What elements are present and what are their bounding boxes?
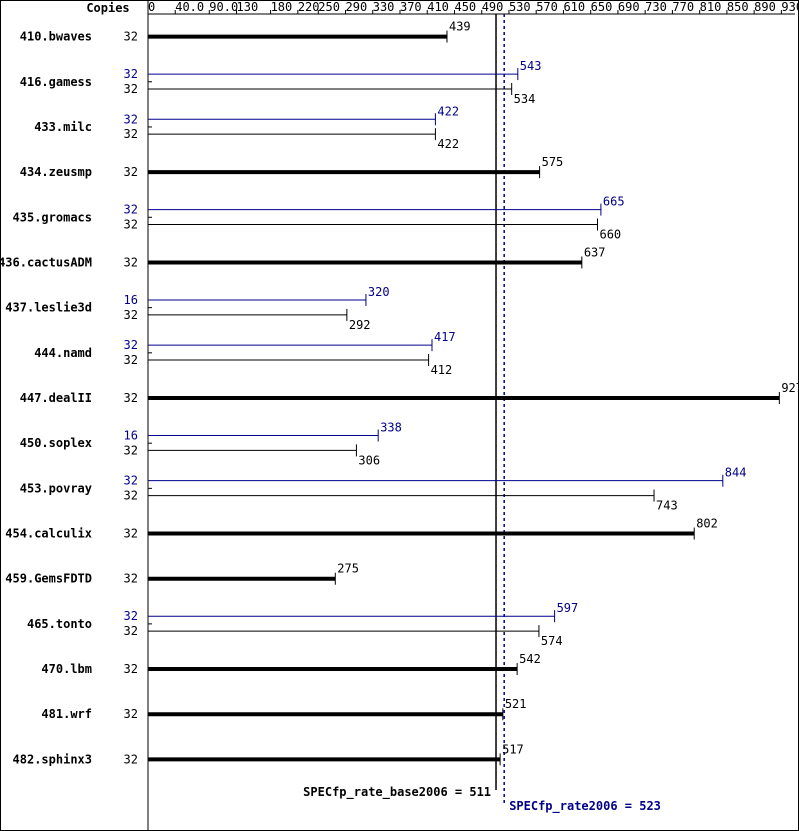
x-tick-label: 570: [536, 0, 558, 14]
base-value: 660: [599, 228, 621, 242]
base-copies: 32: [124, 82, 138, 96]
base-value: 292: [349, 318, 371, 332]
benchmark-name: 435.gromacs: [13, 210, 92, 224]
base-value: 275: [337, 562, 359, 576]
benchmark-name: 416.gamess: [20, 75, 92, 89]
x-tick-label: 650: [591, 0, 613, 14]
base-value: 927: [781, 381, 799, 395]
ref-label-base: SPECfp_rate_base2006 = 511: [303, 785, 491, 800]
peak-copies: 32: [124, 609, 138, 623]
base-copies: 32: [124, 353, 138, 367]
peak-value: 338: [380, 420, 402, 434]
base-value: 575: [542, 155, 564, 169]
x-tick-label: 250: [318, 0, 340, 14]
base-value: 743: [656, 499, 678, 513]
x-tick-label: 130: [237, 0, 259, 14]
base-copies: 32: [124, 624, 138, 638]
base-value: 802: [696, 517, 718, 531]
x-tick-label: 0: [148, 0, 155, 14]
peak-value: 543: [520, 59, 542, 73]
base-copies: 32: [124, 572, 138, 586]
benchmark-name: 454.calculix: [5, 527, 92, 541]
peak-copies: 16: [124, 293, 138, 307]
x-tick-label: 530: [509, 0, 531, 14]
peak-value: 844: [725, 466, 747, 480]
x-tick-label: 730: [645, 0, 667, 14]
base-value: 422: [437, 137, 459, 151]
benchmark-name: 436.cactusADM: [0, 255, 92, 269]
base-copies: 32: [124, 391, 138, 405]
base-copies: 32: [124, 308, 138, 322]
copies-header: Copies: [86, 1, 129, 15]
x-tick-label: 690: [618, 0, 640, 14]
benchmark-name: 444.namd: [34, 346, 92, 360]
x-tick-label: 850: [727, 0, 749, 14]
x-tick-label: 180: [271, 0, 293, 14]
base-value: 637: [584, 245, 606, 259]
peak-value: 597: [557, 601, 579, 615]
x-tick-label: 770: [672, 0, 694, 14]
peak-value: 422: [437, 104, 459, 118]
benchmark-name: 450.soplex: [20, 436, 92, 450]
base-copies: 32: [124, 165, 138, 179]
peak-value: 665: [603, 195, 625, 209]
base-value: 534: [514, 92, 536, 106]
x-tick-label: 930: [781, 0, 799, 14]
spec-rate-chart: 0 40.0 90.0130 180 220250 290 330 370 410 450 490 5…: [0, 0, 799, 831]
peak-value: 320: [368, 285, 390, 299]
chart-border: [1, 1, 799, 831]
base-copies: 32: [124, 489, 138, 503]
peak-copies: 16: [124, 428, 138, 442]
benchmark-name: 459.GemsFDTD: [5, 572, 92, 586]
x-tick-label: 490: [482, 0, 504, 14]
benchmark-name: 481.wrf: [41, 707, 92, 721]
benchmark-name: 470.lbm: [41, 662, 92, 676]
x-tick-label: 370: [400, 0, 422, 14]
base-copies: 32: [124, 255, 138, 269]
benchmark-name: 410.bwaves: [20, 30, 92, 44]
benchmark-name: 437.leslie3d: [5, 301, 92, 315]
base-copies: 32: [124, 707, 138, 721]
base-value: 542: [519, 652, 541, 666]
ref-label-peak: SPECfp_rate2006 = 523: [509, 799, 661, 814]
base-copies: 32: [124, 127, 138, 141]
benchmark-name: 465.tonto: [27, 617, 92, 631]
x-tick-label: 90.0: [209, 0, 238, 14]
benchmark-name: 447.dealII: [20, 391, 92, 405]
base-value: 439: [449, 20, 471, 34]
base-value: 517: [502, 742, 524, 756]
base-copies: 32: [124, 443, 138, 457]
base-copies: 32: [124, 752, 138, 766]
base-copies: 32: [124, 527, 138, 541]
base-value: 574: [541, 634, 563, 648]
peak-copies: 32: [124, 67, 138, 81]
x-tick-label: 410: [427, 0, 449, 14]
base-copies: 32: [124, 30, 138, 44]
base-value: 306: [358, 453, 380, 467]
base-value: 412: [431, 363, 453, 377]
benchmark-name: 482.sphinx3: [13, 752, 92, 766]
benchmark-name: 453.povray: [20, 481, 92, 495]
x-tick-label: 810: [700, 0, 722, 14]
benchmark-name: 433.milc: [34, 120, 92, 134]
peak-copies: 32: [124, 203, 138, 217]
base-copies: 32: [124, 662, 138, 676]
x-tick-label: 890: [754, 0, 776, 14]
x-tick-label: 290: [346, 0, 368, 14]
peak-value: 417: [434, 330, 456, 344]
x-tick-label: 330: [373, 0, 395, 14]
base-value: 521: [505, 697, 527, 711]
peak-copies: 32: [124, 474, 138, 488]
peak-copies: 32: [124, 338, 138, 352]
x-tick-label: 450: [454, 0, 476, 14]
benchmark-name: 434.zeusmp: [20, 165, 92, 179]
x-tick-label: 40.0: [175, 0, 204, 14]
x-tick-label: 220: [298, 0, 320, 14]
base-copies: 32: [124, 218, 138, 232]
x-tick-label: 610: [563, 0, 585, 14]
peak-copies: 32: [124, 112, 138, 126]
